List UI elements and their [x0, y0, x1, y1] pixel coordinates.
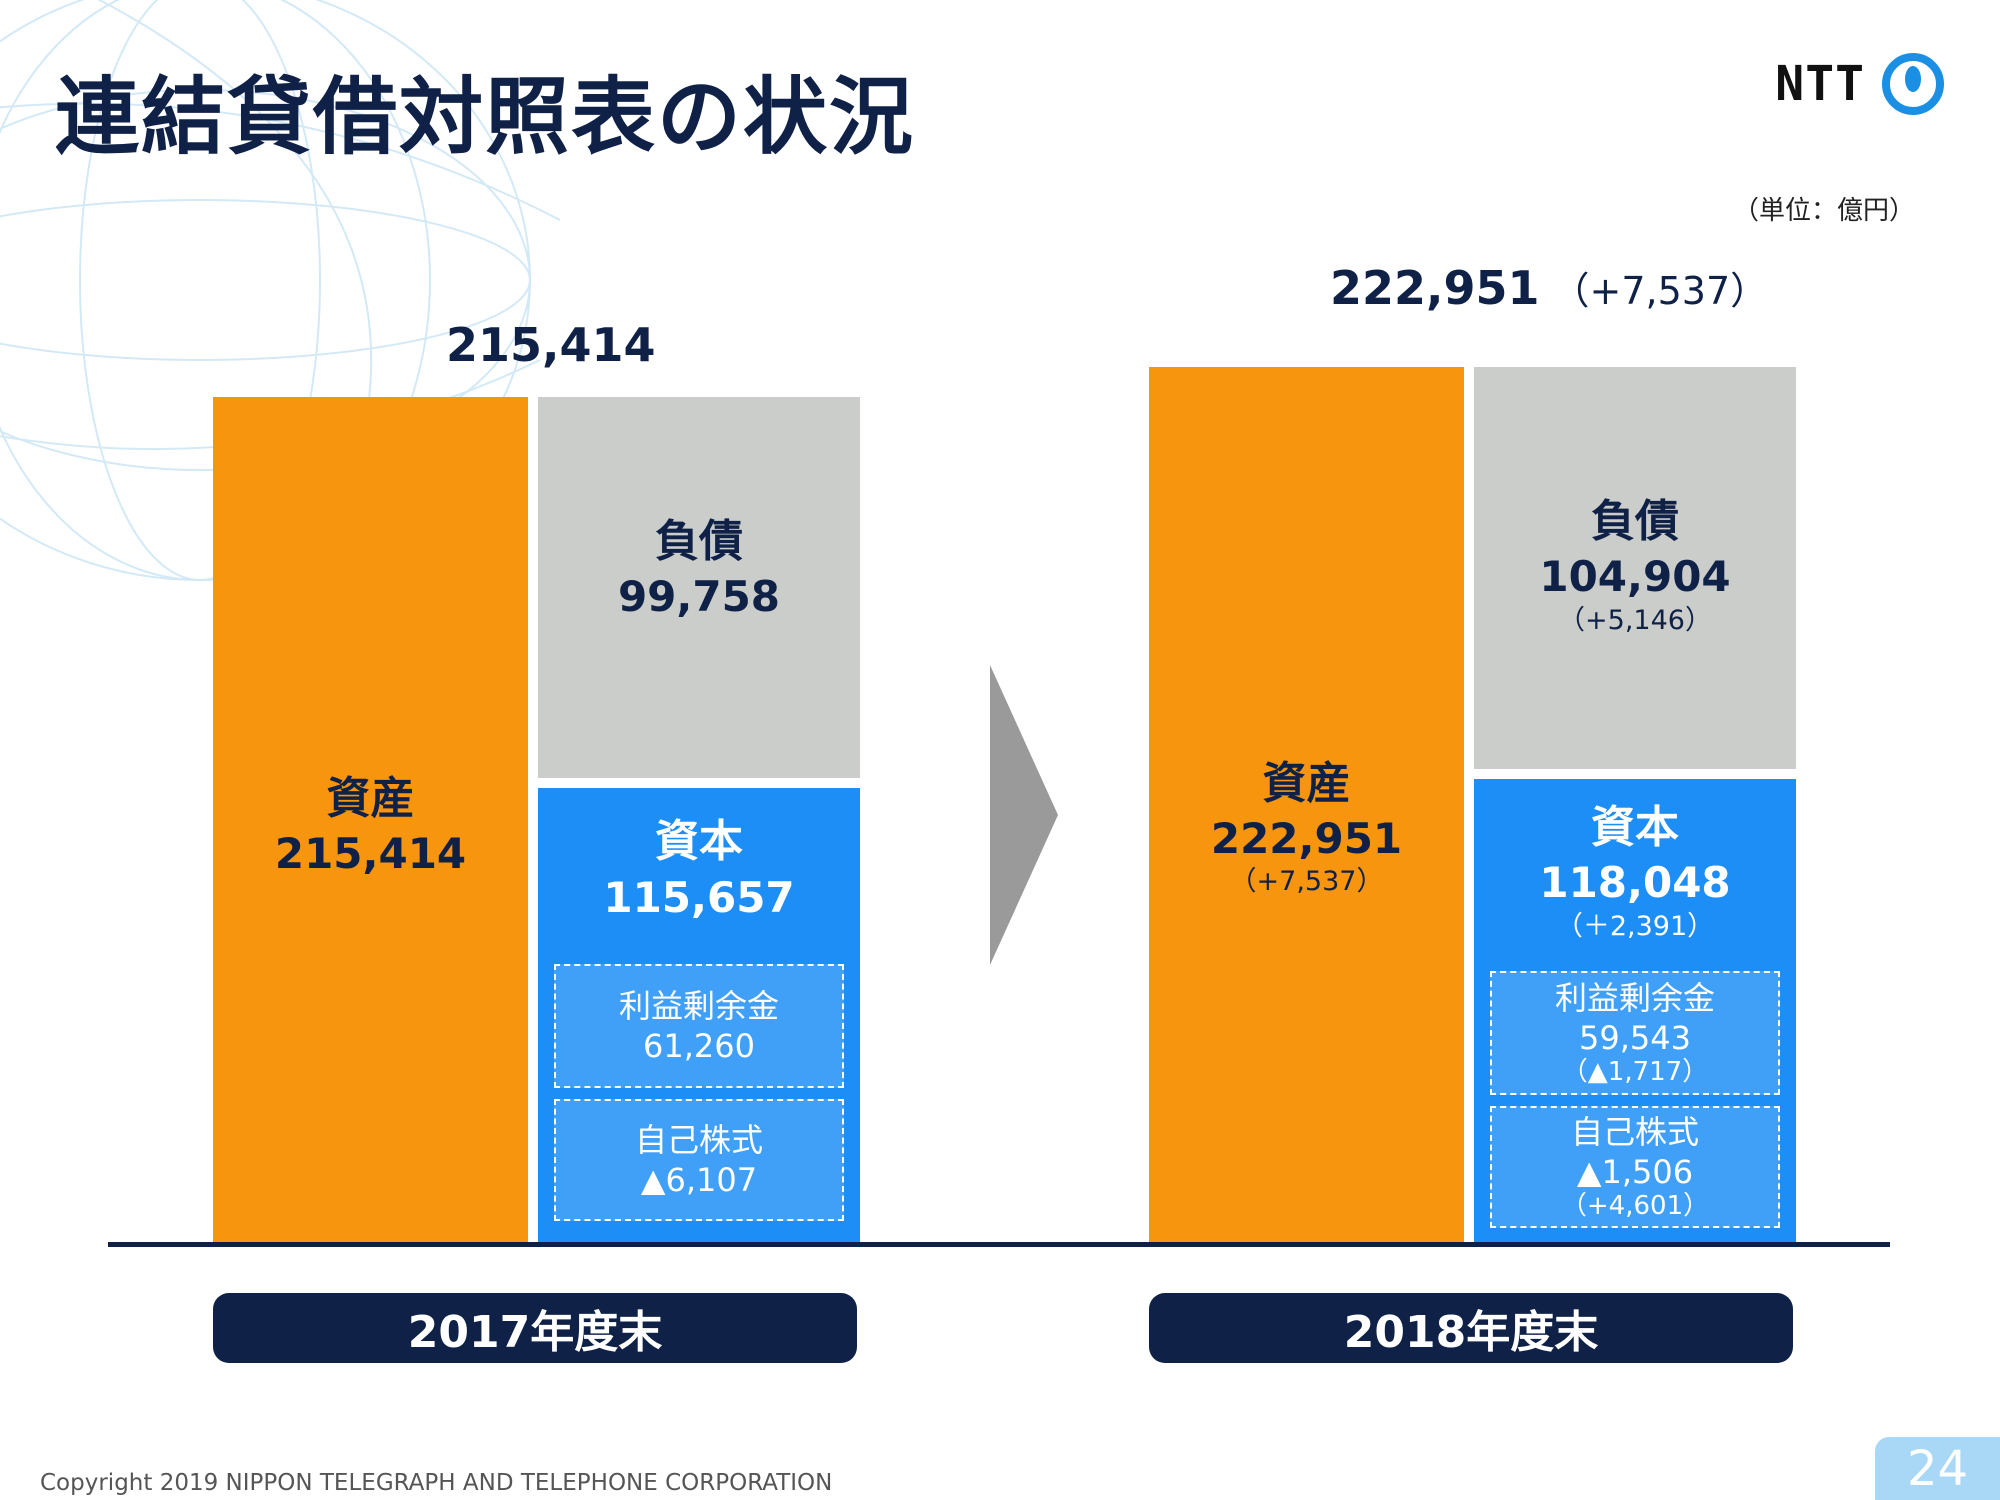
bar-assets-2017: 資産 215,414: [213, 397, 528, 1242]
data-label: 115,657: [603, 872, 795, 922]
change-label: （+7,537）: [1229, 866, 1384, 898]
total-label-2018: 222,951 （+7,537）: [1330, 260, 1768, 315]
data-label: 118,048: [1539, 858, 1731, 908]
breakdown-name: 自己株式: [1570, 1112, 1699, 1151]
bar-label: 資本 118,048 （＋2,391）: [1474, 799, 1796, 943]
arrow-right-icon: [990, 665, 1058, 965]
series-name: 負債: [655, 515, 743, 567]
chart-baseline: [108, 1242, 1890, 1247]
ntt-ring-logo-icon: [1882, 53, 1944, 115]
bar-liabilities-2018: 負債 104,904 （+5,146）: [1474, 367, 1796, 769]
series-name: 資本: [1591, 801, 1679, 853]
bar-label: 資産 215,414: [213, 770, 528, 882]
logo-text: NTT: [1775, 56, 1865, 112]
breakdown-value: ▲6,107: [640, 1161, 758, 1200]
breakdown-value: 59,543: [1579, 1018, 1691, 1057]
series-name: 資産: [1262, 757, 1351, 809]
breakdown-name: 利益剰余金: [618, 987, 779, 1026]
ntt-logo: NTT: [1775, 52, 1945, 116]
treasury-stock-box-2017: 自己株式 ▲6,107: [554, 1099, 844, 1222]
bar-label: 資産 222,951 （+7,537）: [1149, 755, 1464, 899]
breakdown-change: （+4,601）: [1560, 1190, 1710, 1221]
breakdown-value: ▲1,506: [1576, 1152, 1694, 1191]
unit-label: （単位：億円）: [1732, 196, 1915, 226]
bar-equity-2018: 資本 118,048 （＋2,391） 利益剰余金 59,543 （▲1,717…: [1474, 778, 1796, 1242]
series-name: 負債: [1591, 496, 1679, 548]
bar-label: 資本 115,657: [538, 813, 860, 925]
breakdown-change: （▲1,717）: [1561, 1056, 1709, 1087]
bar-label: 負債 99,758: [538, 513, 860, 625]
data-label: 222,951: [1210, 813, 1403, 863]
change-label: （+5,146）: [1558, 604, 1712, 636]
change-label: （＋2,391）: [1555, 910, 1715, 942]
breakdown-name: 自己株式: [634, 1121, 763, 1160]
data-label: 99,758: [617, 571, 781, 621]
copyright: Copyright 2019 NIPPON TELEGRAPH AND TELE…: [40, 1470, 833, 1496]
total-value: 222,951: [1330, 261, 1540, 315]
bar-liabilities-2017: 負債 99,758: [538, 397, 860, 779]
data-label: 104,904: [1539, 552, 1731, 602]
page-number: 24: [1875, 1437, 2000, 1500]
series-name: 資本: [655, 816, 743, 868]
bar-equity-2017: 資本 115,657 利益剰余金 61,260 自己株式 ▲6,107: [538, 788, 860, 1242]
bar-label: 負債 104,904 （+5,146）: [1474, 493, 1796, 637]
series-name: 資産: [326, 772, 415, 824]
treasury-stock-box-2018: 自己株式 ▲1,506 （+4,601）: [1490, 1105, 1780, 1228]
retained-earnings-box-2018: 利益剰余金 59,543 （▲1,717）: [1490, 970, 1780, 1095]
category-label-2018: 2018年度末: [1149, 1293, 1793, 1363]
data-label: 215,414: [274, 828, 467, 878]
bar-assets-2018: 資産 222,951 （+7,537）: [1149, 367, 1464, 1242]
breakdown-value: 61,260: [643, 1027, 755, 1066]
page-title: 連結貸借対照表の状況: [55, 68, 916, 166]
breakdown-name: 利益剰余金: [1554, 978, 1715, 1017]
retained-earnings-box-2017: 利益剰余金 61,260: [554, 964, 844, 1089]
total-value: 215,414: [446, 318, 656, 372]
total-label-2017: 215,414: [446, 318, 656, 372]
total-change: （+7,537）: [1551, 269, 1769, 313]
category-label-2017: 2017年度末: [213, 1293, 857, 1363]
